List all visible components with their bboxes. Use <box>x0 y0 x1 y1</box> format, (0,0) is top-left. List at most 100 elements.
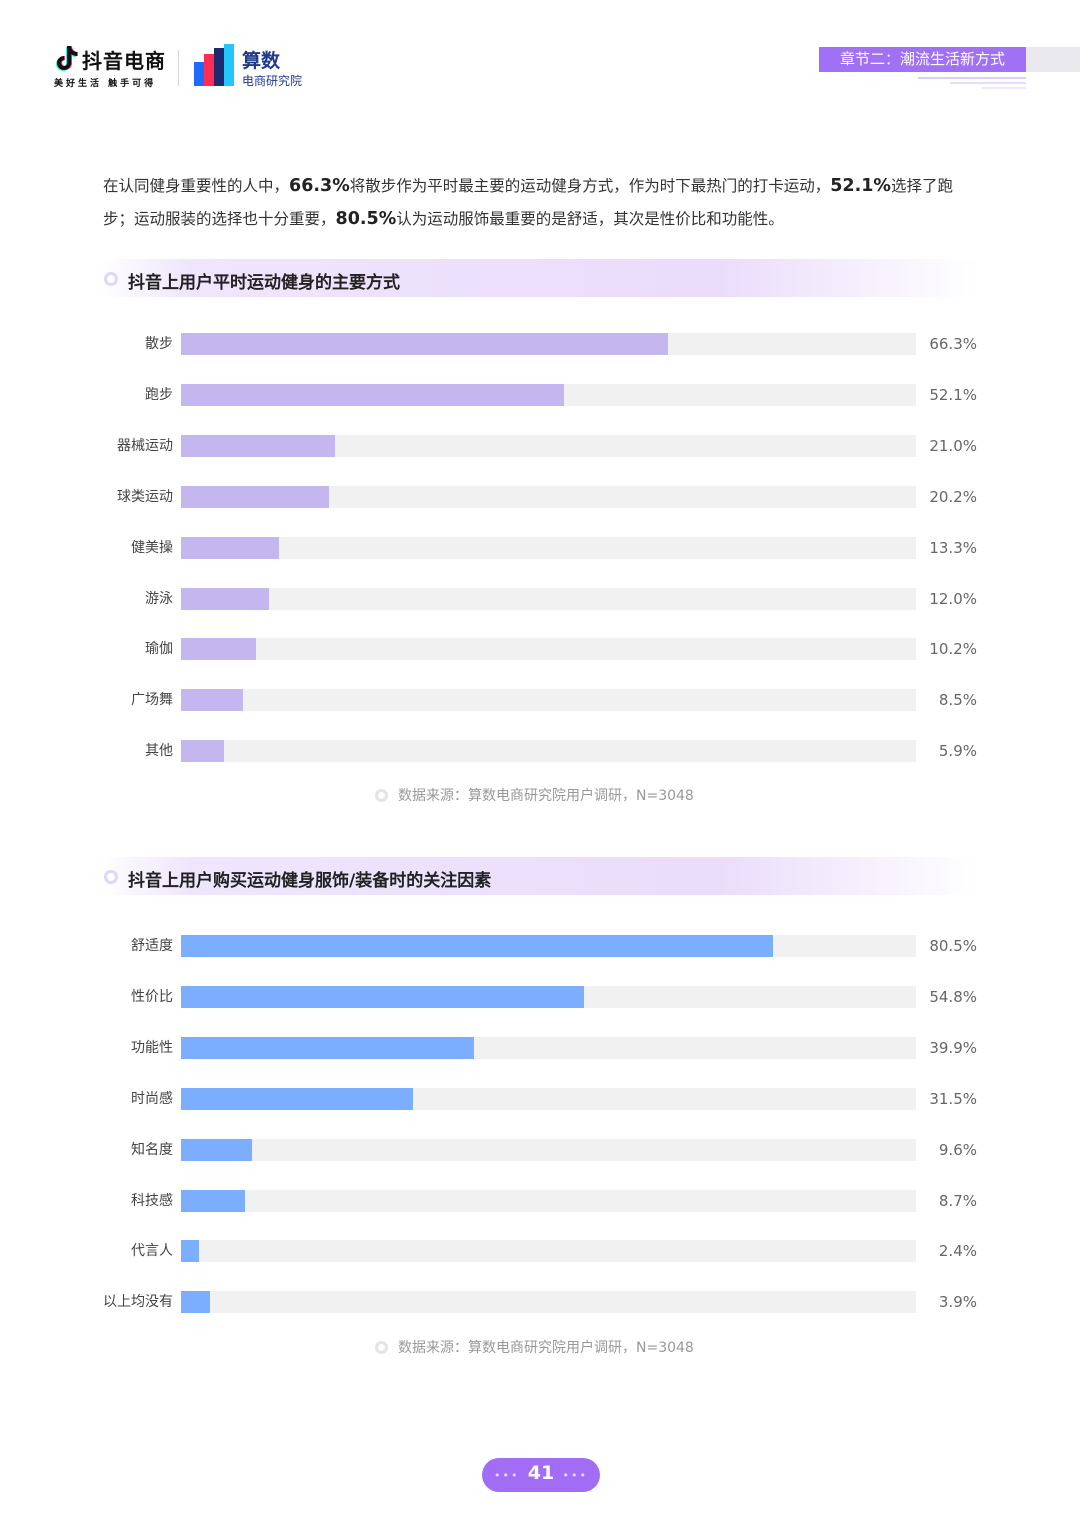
bar-category-label: 散步 <box>145 336 173 352</box>
bar-track <box>181 537 916 559</box>
bar-track <box>181 588 916 610</box>
source-icon <box>375 1341 388 1354</box>
bar-fill <box>181 1291 210 1313</box>
dots-decoration-icon: ••• <box>494 1469 520 1482</box>
bar-fill <box>181 588 269 610</box>
bar-fill <box>181 689 243 711</box>
section-title-apparel: 抖音上用户购买运动健身服饰/装备时的关注因素 <box>100 857 980 895</box>
intro-text: 将散步作为平时最主要的运动健身方式，作为时下最热门的打卡运动， <box>349 177 831 195</box>
bar-track <box>181 435 916 457</box>
bar-fill <box>181 1088 413 1110</box>
bar-fill <box>181 740 224 762</box>
bar-track <box>181 486 916 508</box>
suanshu-bars-icon <box>194 44 234 86</box>
bar-value-label: 8.5% <box>938 691 977 709</box>
bar-value-label: 80.5% <box>929 937 977 955</box>
dots-decoration-icon: ••• <box>562 1469 588 1482</box>
bar-value-label: 5.9% <box>938 742 977 760</box>
section-title-text: 抖音上用户购买运动健身服饰/装备时的关注因素 <box>128 871 492 891</box>
bar-fill <box>181 935 773 957</box>
section-bullet-icon <box>104 272 118 286</box>
bar-value-label: 52.1% <box>929 386 977 404</box>
bar-fill <box>181 1037 474 1059</box>
bar-category-label: 其他 <box>145 743 173 759</box>
bar-category-label: 科技感 <box>131 1193 173 1209</box>
data-source-note: 数据来源：算数电商研究院用户调研，N=3048 <box>375 786 775 806</box>
douyin-logo-slogan: 美好生活 触手可得 <box>54 79 157 89</box>
bar-row: 器械运动 21.0% <box>0 435 1080 457</box>
bar-row: 代言人 2.4% <box>0 1240 1080 1262</box>
intro-highlight: 52.1% <box>830 176 891 196</box>
bar-value-label: 20.2% <box>929 488 977 506</box>
bar-row: 广场舞 8.5% <box>0 689 1080 711</box>
bar-category-label: 知名度 <box>131 1142 173 1158</box>
data-source-text: 数据来源：算数电商研究院用户调研，N=3048 <box>398 1340 694 1356</box>
bar-category-label: 健美操 <box>131 540 173 556</box>
page-number: 41 <box>527 1462 555 1484</box>
bar-value-label: 3.9% <box>938 1293 977 1311</box>
bar-value-label: 13.3% <box>929 539 977 557</box>
bar-fill <box>181 486 329 508</box>
bar-track <box>181 1190 916 1212</box>
bar-row: 舒适度 80.5% <box>0 935 1080 957</box>
bar-row: 跑步 52.1% <box>0 384 1080 406</box>
douyin-ecommerce-logo: 抖音电商 美好生活 触手可得 <box>54 44 174 90</box>
bar-track <box>181 986 916 1008</box>
intro-text: 在认同健身重要性的人中， <box>103 177 290 195</box>
chapter-decor-line <box>918 77 1026 79</box>
data-source-note: 数据来源：算数电商研究院用户调研，N=3048 <box>375 1338 775 1358</box>
bar-track <box>181 638 916 660</box>
bar-fill <box>181 986 584 1008</box>
bar-row: 以上均没有 3.9% <box>0 1291 1080 1313</box>
intro-text: 选择了跑步；运动服装的选择也十分重要， <box>103 177 953 228</box>
bar-track <box>181 1037 916 1059</box>
section-title-text: 抖音上用户平时运动健身的主要方式 <box>128 273 400 293</box>
bar-track <box>181 384 916 406</box>
bar-category-label: 球类运动 <box>117 489 173 505</box>
chapter-decor-line <box>950 82 1026 84</box>
page-number-pill: ••• 41 ••• <box>482 1458 600 1492</box>
bar-track <box>181 740 916 762</box>
section-title-exercise: 抖音上用户平时运动健身的主要方式 <box>100 259 980 297</box>
bar-category-label: 功能性 <box>131 1040 173 1056</box>
chapter-tag: 章节二：潮流生活新方式 <box>819 47 1026 72</box>
suanshu-logo: 算数 电商研究院 <box>192 44 332 90</box>
bar-category-label: 时尚感 <box>131 1091 173 1107</box>
intro-text: 认为运动服饰最重要的是舒适，其次是性价比和功能性。 <box>396 210 784 228</box>
bar-row: 球类运动 20.2% <box>0 486 1080 508</box>
suanshu-logo-title: 算数 <box>242 50 281 72</box>
bar-row: 功能性 39.9% <box>0 1037 1080 1059</box>
bar-value-label: 21.0% <box>929 437 977 455</box>
bar-value-label: 2.4% <box>938 1242 977 1260</box>
bar-row: 知名度 9.6% <box>0 1139 1080 1161</box>
bar-category-label: 以上均没有 <box>103 1294 173 1310</box>
bar-track <box>181 1291 916 1313</box>
intro-paragraph: 在认同健身重要性的人中，66.3%将散步作为平时最主要的运动健身方式，作为时下最… <box>103 170 983 236</box>
bar-value-label: 31.5% <box>929 1090 977 1108</box>
bar-track <box>181 333 916 355</box>
bar-row: 散步 66.3% <box>0 333 1080 355</box>
source-icon <box>375 789 388 802</box>
bar-track <box>181 1088 916 1110</box>
bar-category-label: 广场舞 <box>131 692 173 708</box>
bar-value-label: 54.8% <box>929 988 977 1006</box>
bar-fill <box>181 638 256 660</box>
bar-fill <box>181 1139 252 1161</box>
bar-value-label: 9.6% <box>938 1141 977 1159</box>
chapter-decor-line <box>982 87 1026 89</box>
bar-fill <box>181 537 279 559</box>
bar-row: 科技感 8.7% <box>0 1190 1080 1212</box>
bar-value-label: 39.9% <box>929 1039 977 1057</box>
bar-value-label: 8.7% <box>938 1192 977 1210</box>
section-bullet-icon <box>104 870 118 884</box>
bar-row: 其他 5.9% <box>0 740 1080 762</box>
suanshu-logo-subtitle: 电商研究院 <box>242 74 303 88</box>
bar-category-label: 代言人 <box>131 1243 173 1259</box>
bar-category-label: 游泳 <box>145 591 173 607</box>
bar-category-label: 性价比 <box>131 989 173 1005</box>
data-source-text: 数据来源：算数电商研究院用户调研，N=3048 <box>398 788 694 804</box>
logo-divider <box>178 50 179 86</box>
bar-track <box>181 1240 916 1262</box>
bar-fill <box>181 384 564 406</box>
bar-value-label: 12.0% <box>929 590 977 608</box>
